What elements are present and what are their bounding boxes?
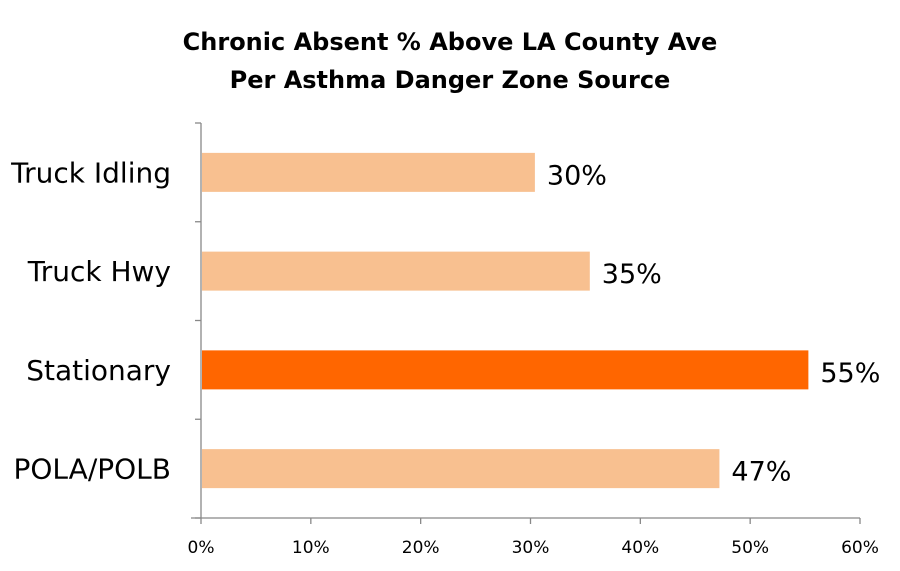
x-tick-label: 10% — [292, 538, 330, 558]
data-label: 30% — [547, 160, 607, 191]
category-label: Stationary — [26, 354, 171, 387]
category-label: Truck Hwy — [27, 255, 171, 288]
x-tick-label: 60% — [841, 538, 879, 558]
category-label: Truck Idling — [10, 156, 171, 189]
x-tick-label: 40% — [621, 538, 659, 558]
x-tick-label: 30% — [512, 538, 550, 558]
data-label: 47% — [731, 457, 791, 488]
bar-stationary — [202, 350, 809, 390]
bar-truck-hwy — [202, 251, 590, 291]
chart-title-line-2: Per Asthma Danger Zone Source — [230, 66, 671, 94]
bar-pola-polb — [202, 449, 720, 489]
category-label: POLA/POLB — [14, 453, 172, 486]
bar-truck-idling — [202, 152, 535, 192]
chart-title-line-1: Chronic Absent % Above LA County Ave — [183, 28, 718, 56]
x-tick-label: 20% — [402, 538, 440, 558]
data-label: 35% — [602, 259, 662, 290]
x-tick-label: 50% — [731, 538, 769, 558]
data-label: 55% — [820, 358, 880, 389]
x-tick-label: 0% — [188, 538, 215, 558]
